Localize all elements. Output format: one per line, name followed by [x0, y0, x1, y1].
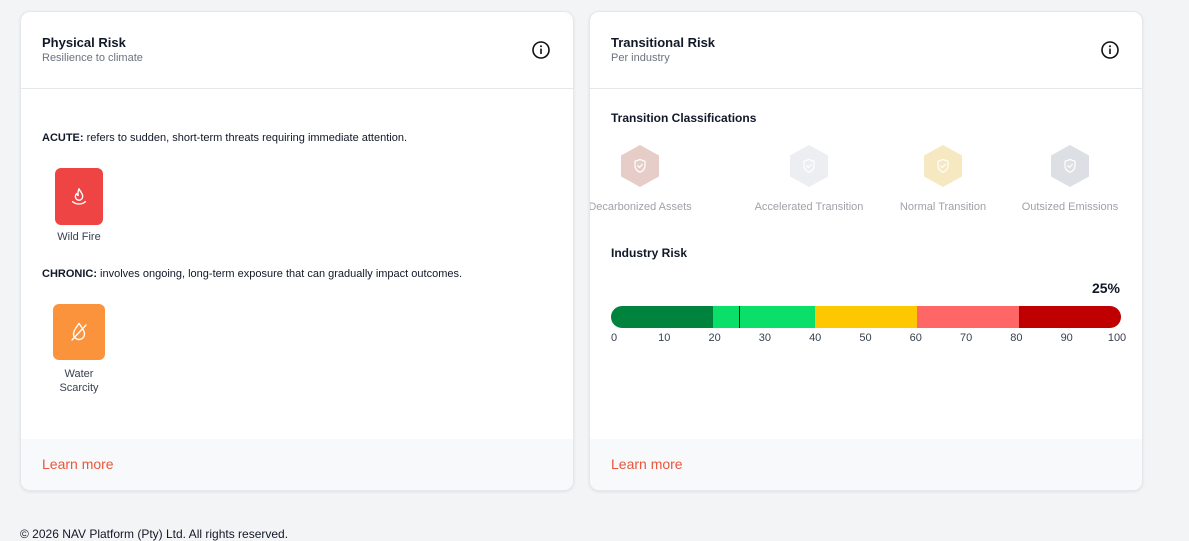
water-scarcity-label-line2: Scarcity — [59, 382, 99, 394]
acute-description: ACUTE: refers to sudden, short-term thre… — [42, 132, 407, 144]
risk-scale-tick-label: 90 — [1060, 332, 1073, 344]
classification-label: Decarbonized Assets — [589, 201, 692, 213]
risk-scale-tick-label: 100 — [1107, 332, 1127, 344]
physical-learn-more-link[interactable]: Learn more — [42, 456, 114, 472]
wild-fire-tile[interactable] — [55, 168, 103, 225]
risk-scale-tick-label: 60 — [909, 332, 922, 344]
transitional-risk-footer: Learn more — [590, 439, 1142, 490]
industry-risk-marker — [738, 306, 740, 328]
acute-text: refers to sudden, short-term threats req… — [83, 132, 407, 144]
risk-scale-tick-label: 0 — [610, 332, 618, 344]
risk-scale-segment — [611, 306, 713, 328]
risk-scale-tick-label: 40 — [809, 332, 822, 344]
classification-label: Outsized Emissions — [1021, 201, 1119, 213]
physical-risk-title: Physical Risk — [42, 35, 126, 50]
risk-scale-tick-label: 10 — [658, 332, 671, 344]
risk-scale-segment — [917, 306, 1019, 328]
risk-scale-tick-label: 20 — [708, 332, 721, 344]
classification-label: Accelerated Transition — [754, 201, 864, 213]
copyright-text: © 2026 NAV Platform (Pty) Ltd. All right… — [20, 527, 289, 541]
shield-icon — [634, 158, 646, 173]
water-scarcity-label: Water Scarcity — [47, 367, 111, 395]
classification-hexagon — [618, 143, 662, 189]
info-icon[interactable] — [1100, 40, 1120, 60]
transition-classifications-title: Transition Classifications — [611, 111, 757, 125]
risk-scale-segment — [713, 306, 815, 328]
transitional-learn-more-link[interactable]: Learn more — [611, 456, 683, 472]
risk-scale-tick-label: 70 — [959, 332, 973, 344]
acute-label: ACUTE: — [42, 132, 84, 144]
classification-label: Normal Transition — [899, 201, 987, 213]
risk-scale-segment — [815, 306, 917, 328]
shield-icon — [937, 158, 949, 173]
industry-risk-title: Industry Risk — [611, 246, 688, 260]
physical-risk-subtitle: Resilience to climate — [42, 52, 143, 64]
classification-hexagon — [787, 143, 831, 189]
physical-risk-header: Physical Risk Resilience to climate — [21, 12, 573, 89]
info-icon[interactable] — [531, 40, 551, 60]
transitional-risk-subtitle: Per industry — [611, 52, 670, 64]
shield-icon — [1064, 158, 1076, 173]
transitional-risk-title: Transitional Risk — [611, 35, 716, 50]
transitional-risk-card: Transitional Risk Per industry Transitio… — [589, 11, 1143, 491]
transitional-risk-header: Transitional Risk Per industry — [590, 12, 1142, 89]
risk-scale-tick-label: 50 — [859, 332, 872, 344]
chronic-text: involves ongoing, long-term exposure tha… — [97, 268, 463, 280]
physical-risk-footer: Learn more — [21, 439, 573, 490]
shield-icon — [803, 158, 815, 173]
risk-scale-tick-label: 30 — [758, 332, 772, 344]
water-scarcity-label-line1: Water — [64, 368, 94, 380]
chronic-label: CHRONIC: — [42, 268, 97, 280]
classification-hexagon — [921, 143, 965, 189]
risk-scale-tick-label: 80 — [1010, 332, 1023, 344]
physical-risk-card: Physical Risk Resilience to climate ACUT… — [20, 11, 574, 491]
fire-icon — [71, 187, 87, 205]
chronic-description: CHRONIC: involves ongoing, long-term exp… — [42, 268, 462, 280]
industry-risk-value: 25% — [1091, 280, 1120, 296]
water-scarcity-tile[interactable] — [53, 304, 105, 360]
water-drop-off-icon — [71, 322, 87, 341]
wild-fire-label: Wild Fire — [57, 231, 101, 243]
industry-risk-scale — [611, 306, 1121, 328]
classification-hexagon — [1048, 143, 1092, 189]
risk-scale-segment — [1019, 306, 1121, 328]
